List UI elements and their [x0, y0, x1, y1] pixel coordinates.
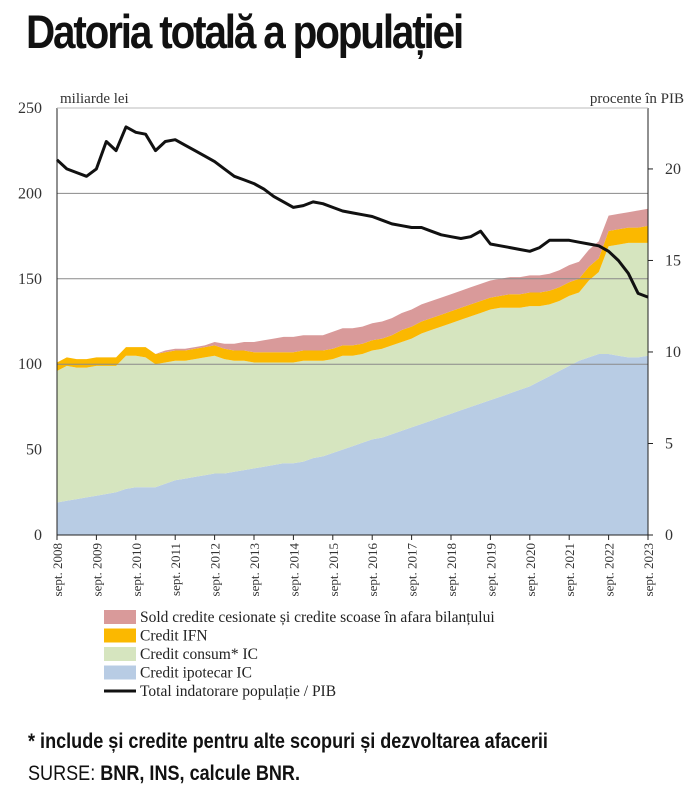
left-tick-label: 50: [26, 442, 42, 459]
x-tick-label: sept. 2022: [602, 543, 617, 596]
legend-swatch: [104, 647, 136, 661]
sources-text: BNR, INS, calcule BNR.: [100, 762, 300, 785]
x-tick-label: sept. 2017: [405, 543, 420, 597]
legend-swatch: [104, 665, 136, 680]
legend-label: Sold credite cesionate și credite scoase…: [140, 609, 495, 626]
x-tick-label: sept. 2012: [208, 543, 223, 596]
x-tick-label: sept. 2020: [523, 543, 538, 596]
ratio-line: [55, 125, 649, 299]
x-tick-label: sept. 2018: [444, 543, 459, 596]
right-tick-label: 0: [665, 527, 673, 544]
x-tick-label: sept. 2023: [641, 543, 656, 596]
legend-label: Credit IFN: [140, 628, 208, 645]
x-tick-label: sept. 2014: [286, 543, 301, 597]
x-tick-label: sept. 2021: [562, 543, 577, 596]
sources-label: SURSE:: [28, 762, 96, 785]
legend-swatch: [104, 610, 136, 624]
footnote: * include și credite pentru alte scopuri…: [28, 730, 548, 753]
page-title: Datoria totală a populației: [26, 5, 464, 58]
legend-label: Credit consum* IC: [140, 646, 258, 663]
x-tick-label: sept. 2015: [326, 543, 341, 596]
right-tick-label: 5: [665, 435, 673, 452]
left-tick-label: 150: [18, 271, 42, 288]
left-tick-label: 100: [18, 356, 42, 373]
right-axis-label: procente în PIB: [590, 91, 684, 107]
left-tick-label: 250: [18, 100, 42, 117]
left-axis-label: miliarde lei: [60, 91, 129, 107]
legend-label: Total indatorare populație / PIB: [140, 683, 336, 700]
x-tick-label: sept. 2008: [50, 543, 65, 596]
right-tick-label: 15: [665, 252, 681, 269]
debt-chart: 0 50 100 150 200 250 0 5 10 15 20 miliarde lei proce…: [18, 91, 684, 700]
x-tick-label: sept. 2019: [483, 543, 498, 596]
x-tick-label: sept. 2013: [247, 543, 262, 596]
area-series-3: [57, 208, 648, 363]
area-series-0: [57, 354, 648, 535]
sources: SURSE: BNR, INS, calcule BNR.: [28, 762, 300, 786]
legend-swatch: [104, 628, 136, 643]
x-tick-label: sept. 2016: [365, 543, 380, 597]
legend-label: Credit ipotecar IC: [140, 665, 252, 682]
x-tick-label: sept. 2011: [168, 543, 183, 596]
right-tick-label: 20: [665, 161, 681, 178]
left-tick-label: 0: [34, 527, 42, 544]
area-series-2: [57, 225, 648, 371]
area-series-1: [57, 242, 648, 503]
right-tick-label: 10: [665, 344, 681, 361]
left-tick-label: 200: [18, 185, 42, 202]
x-tick-label: sept. 2010: [129, 543, 144, 596]
x-tick-label: sept. 2009: [89, 543, 104, 596]
